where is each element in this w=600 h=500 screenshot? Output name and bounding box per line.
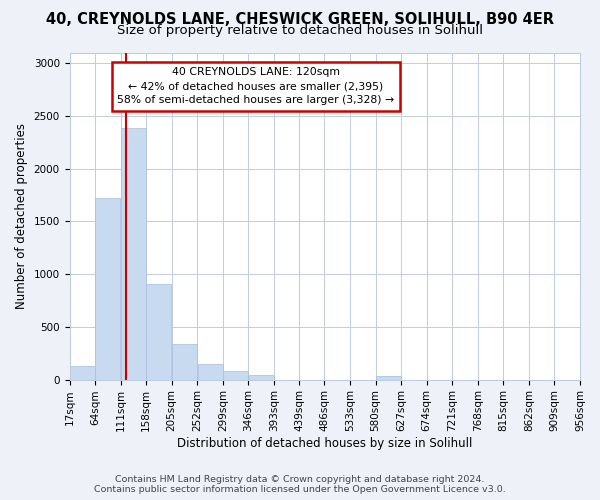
Bar (70, 366, 95, 380)
Bar (376, 376, 401, 380)
Y-axis label: Number of detached properties: Number of detached properties (15, 123, 28, 309)
Text: Contains HM Land Registry data © Crown copyright and database right 2024.
Contai: Contains HM Land Registry data © Crown c… (94, 474, 506, 494)
Text: Size of property relative to detached houses in Solihull: Size of property relative to detached ho… (117, 24, 483, 37)
Text: 40, CREYNOLDS LANE, CHESWICK GREEN, SOLIHULL, B90 4ER: 40, CREYNOLDS LANE, CHESWICK GREEN, SOLI… (46, 12, 554, 26)
Bar (197, 364, 223, 380)
Bar (95, 198, 121, 380)
Bar (248, 376, 274, 380)
Bar (172, 344, 197, 380)
Bar (146, 284, 172, 380)
X-axis label: Distribution of detached houses by size in Solihull: Distribution of detached houses by size … (177, 437, 472, 450)
Bar (121, 128, 146, 380)
Text: 40 CREYNOLDS LANE: 120sqm
← 42% of detached houses are smaller (2,395)
58% of se: 40 CREYNOLDS LANE: 120sqm ← 42% of detac… (117, 67, 394, 105)
Bar (223, 371, 248, 380)
